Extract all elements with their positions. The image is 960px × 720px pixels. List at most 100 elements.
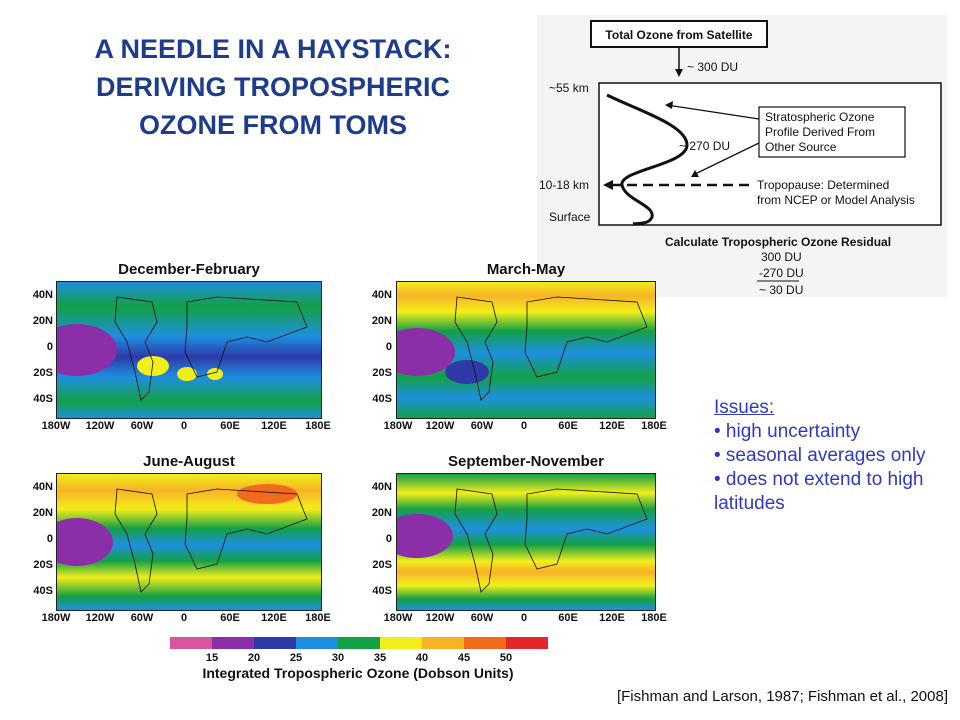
ozone-map-son — [396, 473, 656, 611]
lon-label: 0 — [520, 612, 528, 624]
lat-label: 0 — [385, 341, 392, 353]
colorbar-tick: 50 — [499, 652, 513, 664]
lon-label: 60E — [220, 420, 240, 432]
colorbar-tick: 45 — [457, 652, 471, 664]
lat-label: 20S — [372, 367, 392, 379]
tropo-label-2: from NCEP or Model Analysis — [757, 193, 915, 207]
ozone-map-djf — [56, 281, 322, 419]
tropo-label-1: Tropopause: Determined — [757, 178, 889, 192]
strat-label-3: Other Source — [765, 140, 837, 154]
issue-item: • seasonal averages only — [714, 445, 926, 466]
lat-label: 40S — [372, 585, 392, 597]
colorbar-segment — [254, 637, 296, 649]
strat-label-2: Profile Derived From — [765, 125, 875, 139]
lat-label: 40N — [371, 481, 392, 493]
lon-label: 0 — [520, 420, 528, 432]
altitude-surface: Surface — [549, 210, 591, 224]
satellite-arrowhead — [675, 69, 683, 77]
lon-label: 180E — [305, 420, 331, 432]
calc-title: Calculate Tropospheric Ozone Residual — [665, 235, 891, 249]
colorbar-segment — [464, 637, 506, 649]
satellite-box — [590, 20, 768, 48]
colorbar-tick: 30 — [331, 652, 345, 664]
lat-label: 0 — [46, 533, 53, 545]
lon-label: 180W — [383, 612, 413, 624]
lon-label: 120E — [599, 612, 625, 624]
lon-label: 180E — [305, 612, 331, 624]
lat-label: 0 — [46, 341, 53, 353]
panel-title-mam: March-May — [486, 261, 566, 278]
calc-line-2: -270 DU — [759, 266, 804, 280]
colorbar-segment — [338, 637, 380, 649]
lon-label: 120E — [261, 612, 287, 624]
lon-label: 180W — [41, 420, 71, 432]
lon-label: 120W — [425, 420, 455, 432]
strat-arrowhead-upper — [665, 101, 673, 109]
strat-arrow-lower — [692, 142, 760, 176]
colorbar-tick: 15 — [205, 652, 219, 664]
lon-label: 0 — [180, 420, 188, 432]
lat-label: 20S — [372, 559, 392, 571]
colorbar-segment — [296, 637, 338, 649]
tropopause-arrowhead — [603, 180, 613, 190]
lat-label: 0 — [385, 533, 392, 545]
colorbar-segment — [380, 637, 422, 649]
panel-title-jja: June-August — [143, 453, 235, 470]
lon-label: 60E — [220, 612, 240, 624]
lat-label: 40N — [371, 289, 392, 301]
colorbar-caption: Integrated Tropospheric Ozone (Dobson Un… — [202, 665, 514, 681]
colorbar-tick: 35 — [373, 652, 387, 664]
panel-title-djf: December-February — [118, 261, 260, 278]
issue-item: • high uncertainty — [714, 421, 861, 442]
lat-label: 40S — [33, 393, 53, 405]
ozone-map-jja — [56, 473, 322, 611]
ozone-profile-curve — [606, 93, 689, 226]
issue-item: • does not extend to high latitudes — [714, 469, 924, 514]
calc-line-3: ~ 30 DU — [759, 283, 803, 297]
colorbar-tick: 20 — [247, 652, 261, 664]
lat-label: 20N — [32, 315, 53, 327]
lat-label: 20N — [371, 315, 392, 327]
lat-label: 40S — [372, 393, 392, 405]
slide-title: A NEEDLE IN A HAYSTACK: DERIVING TROPOSP… — [38, 30, 508, 144]
lon-label: 120W — [85, 420, 115, 432]
lon-label: 120E — [261, 420, 287, 432]
total-value: ~ 300 DU — [687, 60, 738, 74]
colorbar-tick: 25 — [289, 652, 303, 664]
colorbar-segment — [506, 637, 548, 649]
lat-label: 20N — [371, 507, 392, 519]
lon-label: 180W — [41, 612, 71, 624]
colorbar-segment — [212, 637, 254, 649]
ozone-residual-diagram: Total Ozone from Satellite ~ 300 DU ~55 … — [537, 15, 947, 297]
citation: [Fishman and Larson, 1987; Fishman et al… — [616, 688, 948, 705]
lat-label: 40S — [33, 585, 53, 597]
strat-arrow-upper — [666, 104, 760, 120]
lat-label: 20S — [33, 559, 53, 571]
lon-label: 120W — [425, 612, 455, 624]
title-line-1: A NEEDLE IN A HAYSTACK: — [94, 34, 452, 64]
lat-label: 20S — [33, 367, 53, 379]
title-line-3: OZONE FROM TOMS — [139, 110, 407, 140]
lon-label: 180W — [383, 420, 413, 432]
strat-label-box — [758, 106, 906, 158]
lat-label: 40N — [32, 289, 53, 301]
colorbar-segment — [170, 637, 212, 649]
lon-label: 180E — [641, 420, 667, 432]
panel-title-son: September-November — [448, 453, 604, 470]
issues-list: Issues: • high uncertainty • seasonal av… — [714, 396, 950, 516]
lon-label: 120W — [85, 612, 115, 624]
title-line-2: DERIVING TROPOSPHERIC — [95, 72, 451, 102]
colorbar — [170, 637, 548, 649]
issues-heading: Issues: — [714, 397, 775, 418]
lon-label: 60W — [130, 420, 154, 432]
satellite-box-label: Total Ozone from Satellite — [605, 28, 752, 42]
strat-label-1: Stratospheric Ozone — [765, 110, 875, 124]
lat-label: 20N — [32, 507, 53, 519]
calc-line-1: 300 DU — [761, 250, 802, 264]
lon-label: 0 — [180, 612, 188, 624]
strat-arrowhead-lower — [691, 170, 699, 177]
lon-label: 60W — [470, 612, 494, 624]
ozone-map-mam — [396, 281, 656, 419]
strat-value: ~ 270 DU — [679, 139, 730, 153]
lon-label: 60E — [558, 612, 578, 624]
